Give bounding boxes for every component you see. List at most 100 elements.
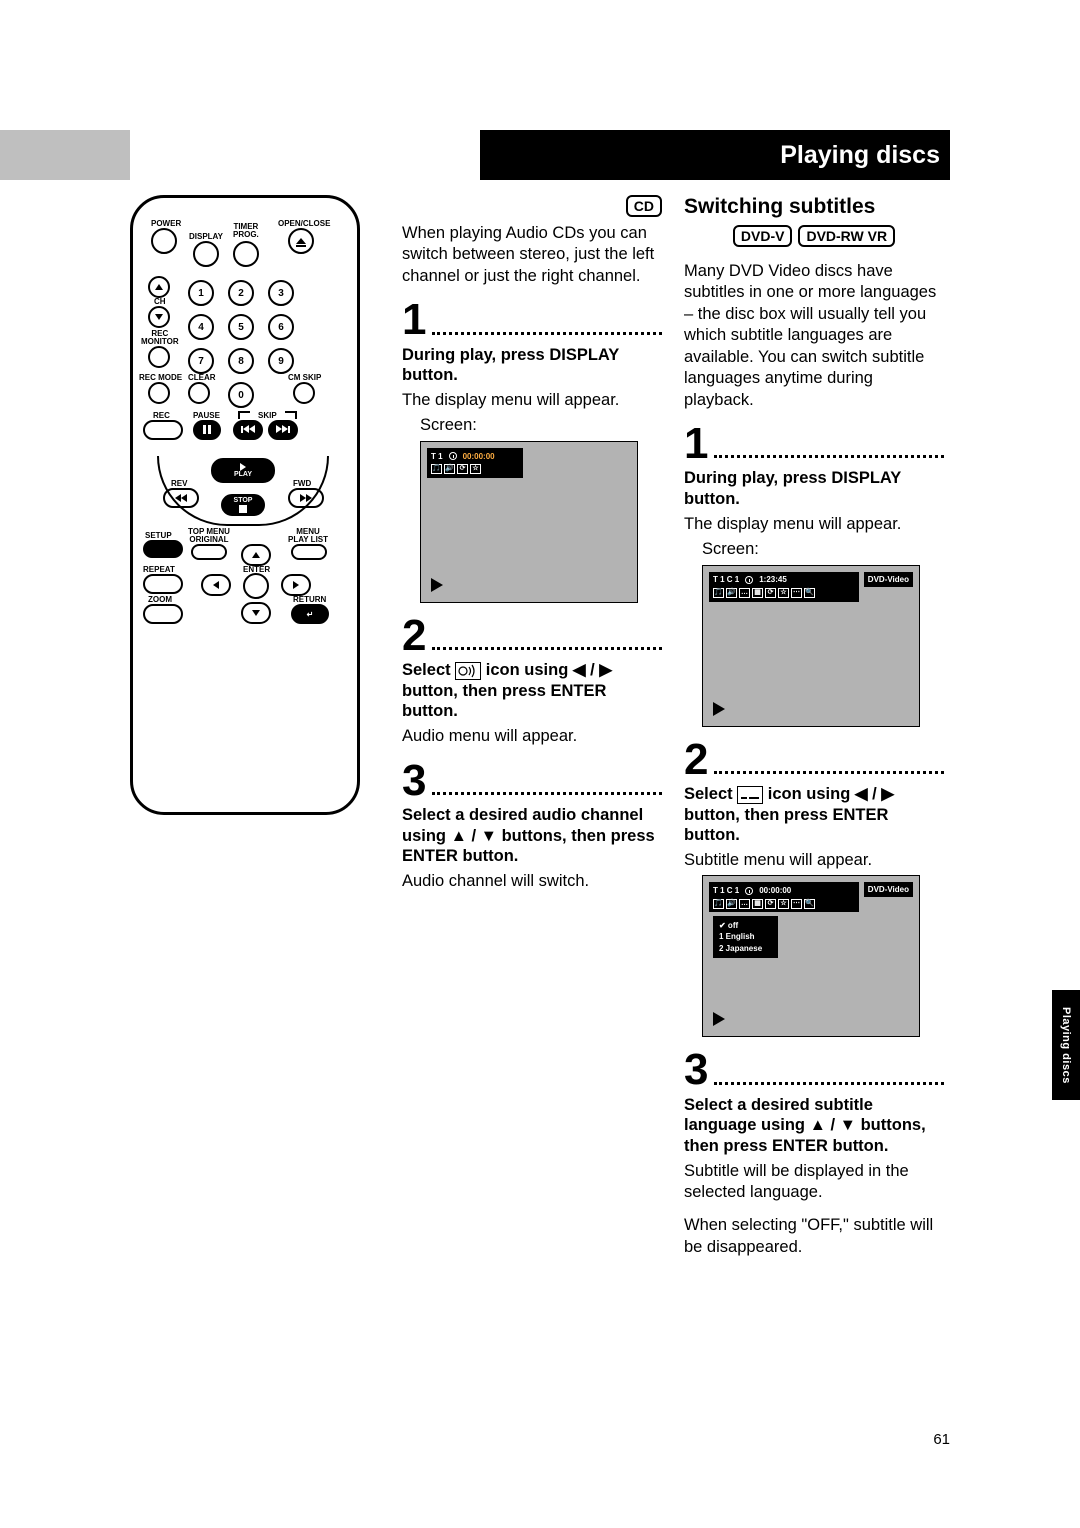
remote-btn-setup	[143, 540, 183, 558]
remote-label-topmenu: TOP MENU ORIGINAL	[188, 528, 230, 544]
cd-intro: When playing Audio CDs you can switch be…	[402, 223, 662, 287]
digit: 1	[198, 288, 204, 299]
remote-label-display: DISPLAY	[189, 233, 223, 241]
subtitle-icon	[737, 786, 763, 804]
digit: 2	[238, 288, 244, 299]
remote-btn-1: 1	[188, 280, 214, 306]
sub-step3-head: 3	[684, 1051, 944, 1088]
section-title-text: Playing discs	[780, 141, 940, 170]
remote-btn-openclose	[288, 228, 314, 254]
screen-time: 1:23:45	[759, 575, 787, 584]
dots	[432, 332, 662, 335]
remote-label-zoom: ZOOM	[148, 596, 172, 604]
remote-label-cmskip: CM SKIP	[288, 374, 321, 382]
submenu-item: 1 English	[719, 931, 762, 942]
remote-btn-skip-fwd	[268, 420, 298, 440]
screen-dvd-label: DVD-Video	[864, 882, 913, 897]
digit: 7	[198, 356, 204, 367]
step-number: 3	[684, 1051, 708, 1088]
remote-btn-recmode	[148, 382, 170, 404]
remote-btn-2: 2	[228, 280, 254, 306]
screen-row1: T 1 C 1	[713, 886, 739, 895]
remote-btn-zoom	[143, 604, 183, 624]
remote-btn-ch-down	[148, 306, 170, 328]
remote-label-ch: CH	[154, 298, 166, 306]
remote-btn-menu	[291, 544, 327, 560]
cd-step2-result: Audio menu will appear.	[402, 726, 662, 747]
sub-step2-screen: T 1 C 1 00:00:00 🎵🔊…▦⟳☆⋯🔍 DVD-Video ✔ of…	[702, 875, 920, 1037]
submenu-item: 2 Japanese	[719, 943, 762, 954]
sub-step2-instruction: Select icon using ◀ / ▶ button, then pre…	[684, 784, 944, 846]
play-indicator-icon	[431, 578, 443, 592]
sub-step1-screen-hint: Screen:	[684, 539, 944, 560]
sub-step2-result: Subtitle menu will appear.	[684, 850, 944, 871]
subtitles-badges: DVD-V DVD-RW VR	[684, 225, 944, 253]
remote-label-openclose: OPEN/CLOSE	[278, 220, 330, 228]
cd-step1-screen-hint: Screen:	[402, 415, 662, 436]
remote-label-menu: MENU PLAY LIST	[288, 528, 328, 544]
digit: 8	[238, 356, 244, 367]
skip-bracket-l	[238, 411, 250, 419]
instr-pre: Select	[402, 661, 455, 679]
dvdrw-badge: DVD-RW VR	[798, 225, 895, 247]
dots	[432, 647, 662, 650]
side-tab: Playing discs	[1052, 990, 1080, 1100]
remote-btn-power	[151, 228, 177, 254]
digit: 5	[238, 322, 244, 333]
remote-btn-6: 6	[268, 314, 294, 340]
screen-row1: T 1 C 1	[713, 575, 739, 584]
side-tab-label: Playing discs	[1060, 1007, 1072, 1084]
sub-step1-instruction: During play, press DISPLAY button.	[684, 468, 944, 509]
remote-btn-nav-right	[281, 574, 311, 596]
clock-icon	[745, 576, 753, 584]
remote-btn-8: 8	[228, 348, 254, 374]
step-number: 3	[402, 762, 426, 799]
subtitles-intro: Many DVD Video discs have subtitles in o…	[684, 261, 944, 411]
remote-label-clear: CLEAR	[188, 374, 216, 382]
remote-label-rec: REC	[153, 412, 170, 420]
remote-btn-4: 4	[188, 314, 214, 340]
down-icon	[155, 314, 163, 320]
remote-btn-display	[193, 241, 219, 267]
digit: 0	[238, 390, 244, 401]
remote-btn-topmenu	[191, 544, 227, 560]
remote-btn-cmskip	[293, 382, 315, 404]
remote-btn-repeat	[143, 574, 183, 594]
remote-control-diagram: POWER DISPLAY TIMER PROG. OPEN/CLOSE CH …	[130, 195, 360, 815]
remote-btn-return: ↵	[291, 604, 329, 624]
screen-row1: T 1	[431, 452, 443, 461]
remote-label-setup: SETUP	[145, 532, 172, 540]
sub-step3-note: When selecting "OFF," subtitle will be d…	[684, 1215, 944, 1258]
remote-label-power: POWER	[151, 220, 181, 228]
step-number: 1	[402, 301, 426, 338]
sub-step1-result: The display menu will appear.	[684, 514, 944, 535]
dots	[714, 455, 944, 458]
eject-icon	[296, 238, 306, 244]
remote-label-return: RETURN	[293, 596, 326, 604]
submenu-item: ✔ off	[719, 920, 762, 931]
section-title-bar: Playing discs	[480, 130, 950, 180]
remote-btn-7: 7	[188, 348, 214, 374]
cd-step2-instruction: Select icon using ◀ / ▶ button, then pre…	[402, 660, 662, 722]
remote-btn-5: 5	[228, 314, 254, 340]
remote-label-pause: PAUSE	[193, 412, 220, 420]
clock-icon	[449, 452, 457, 460]
sub-step3-instruction: Select a desired subtitle language using…	[684, 1095, 944, 1157]
digit: 3	[278, 288, 284, 299]
screen-time: 00:00:00	[463, 452, 495, 461]
cd-step1-result: The display menu will appear.	[402, 390, 662, 411]
remote-btn-ch-up	[148, 276, 170, 298]
step-number: 1	[684, 425, 708, 462]
remote-btn-enter	[243, 573, 269, 599]
screen-time: 00:00:00	[759, 886, 791, 895]
cd-step2-head: 2	[402, 617, 662, 654]
remote-label-repeat: REPEAT	[143, 566, 175, 574]
remote-btn-nav-down	[241, 602, 271, 624]
sub-step2-head: 2	[684, 741, 944, 778]
remote-label-skip: SKIP	[258, 412, 277, 420]
remote-btn-rec	[143, 420, 183, 440]
screen-dvd-label: DVD-Video	[864, 572, 913, 587]
cd-step3-result: Audio channel will switch.	[402, 871, 662, 892]
cd-step1-head: 1	[402, 301, 662, 338]
remote-btn-recmonitor	[148, 346, 170, 368]
